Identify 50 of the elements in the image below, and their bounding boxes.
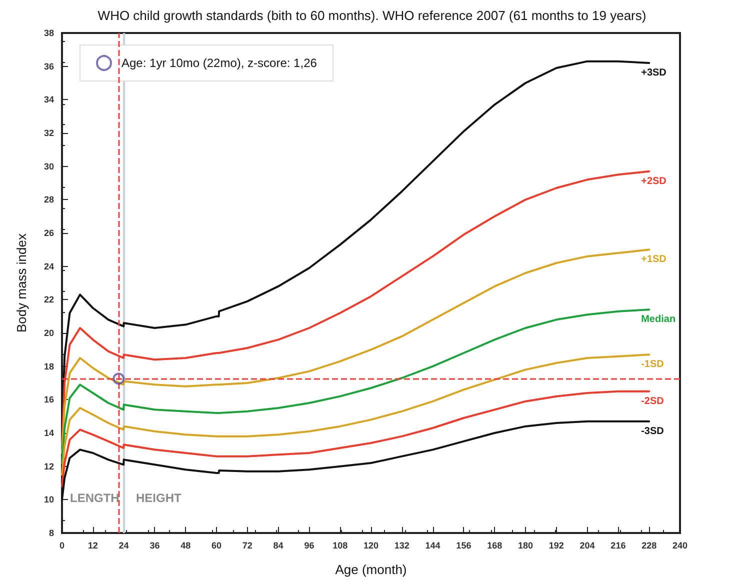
y-axis-title: Body mass index — [14, 233, 29, 332]
x-tick-label: 156 — [456, 540, 472, 550]
y-tick-label: 24 — [44, 261, 54, 272]
series-label: -2SD — [641, 396, 664, 407]
y-tick-label: 14 — [44, 428, 54, 438]
y-tick-label: 26 — [44, 228, 54, 238]
x-tick-label: 204 — [580, 540, 595, 550]
x-tick-label: 48 — [180, 540, 191, 550]
legend-label: Age: 1yr 10mo (22mo), z-score: 1,26 — [122, 56, 318, 70]
x-tick-label: 180 — [518, 540, 534, 550]
x-tick-label: 192 — [548, 540, 564, 550]
x-tick-label: 0 — [59, 540, 65, 550]
x-axis-title: Age (month) — [335, 562, 407, 577]
x-tick-label: 96 — [304, 540, 314, 550]
y-tick-label: 30 — [44, 161, 54, 172]
y-tick-label: 18 — [44, 361, 54, 372]
series-label: -3SD — [641, 426, 664, 437]
x-tick-label: 24 — [118, 540, 129, 550]
x-tick-label: 120 — [363, 540, 379, 550]
x-tick-label: 168 — [487, 540, 502, 550]
annotation: LENGTH — [70, 491, 120, 505]
x-tick-label: 216 — [610, 540, 626, 550]
y-tick-label: 10 — [44, 494, 54, 505]
series-label: +2SD — [641, 176, 666, 187]
y-tick-label: 20 — [44, 328, 54, 338]
x-tick-label: 36 — [150, 540, 160, 550]
y-tick-label: 28 — [44, 194, 54, 205]
x-tick-label: 228 — [642, 540, 657, 550]
y-tick-label: 34 — [44, 94, 54, 105]
x-tick-label: 72 — [242, 540, 252, 550]
series-label: -1SD — [641, 359, 664, 370]
x-tick-label: 12 — [88, 540, 98, 550]
x-tick-label: 240 — [672, 540, 688, 550]
x-tick-label: 60 — [211, 540, 222, 550]
x-tick-label: 84 — [273, 540, 284, 550]
annotation: HEIGHT — [136, 491, 182, 505]
series-label: +1SD — [641, 254, 666, 266]
y-tick-label: 32 — [44, 128, 54, 138]
y-tick-label: 36 — [44, 61, 54, 72]
y-tick-label: 38 — [44, 28, 54, 38]
x-tick-label: 144 — [425, 540, 440, 550]
series-label: Median — [641, 314, 676, 326]
x-tick-label: 132 — [394, 540, 410, 550]
y-tick-label: 12 — [44, 461, 54, 472]
x-tick-label: 108 — [332, 540, 348, 550]
y-tick-label: 16 — [44, 394, 54, 405]
chart-title: WHO child growth standards (bith to 60 months). WHO reference 2007 (61 months to 19 years) — [98, 8, 646, 23]
y-tick-label: 8 — [48, 528, 54, 538]
y-tick-label: 22 — [44, 294, 54, 305]
series-label: +3SD — [641, 68, 666, 78]
